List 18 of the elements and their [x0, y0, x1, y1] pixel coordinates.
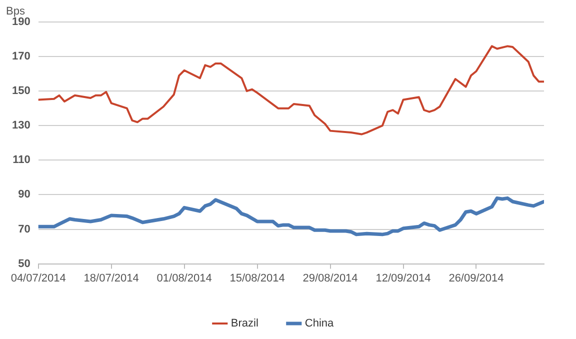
- x-tick-label: 12/09/2014: [376, 272, 431, 284]
- x-tick-label: 15/08/2014: [230, 272, 285, 284]
- x-tick-label: 01/08/2014: [156, 272, 212, 284]
- y-axis-title: Bps: [6, 6, 26, 18]
- y-tick-label: 150: [12, 85, 30, 98]
- y-tick-label: 110: [12, 154, 30, 166]
- y-tick-label: 170: [12, 50, 30, 63]
- y-tick-label: 190: [12, 16, 30, 28]
- x-tick-label: 04/07/2014: [10, 272, 66, 284]
- y-tick-label: 130: [12, 120, 30, 132]
- y-tick-label: 90: [18, 188, 30, 201]
- y-tick-label: 70: [18, 223, 30, 236]
- x-tick-label: 29/08/2014: [302, 272, 358, 284]
- x-tick-label: 26/09/2014: [448, 272, 504, 284]
- legend-label: Brazil: [230, 318, 258, 330]
- legend-label: China: [304, 318, 335, 330]
- y-tick-label: 50: [18, 258, 30, 270]
- x-tick-label: 18/07/2014: [84, 272, 139, 284]
